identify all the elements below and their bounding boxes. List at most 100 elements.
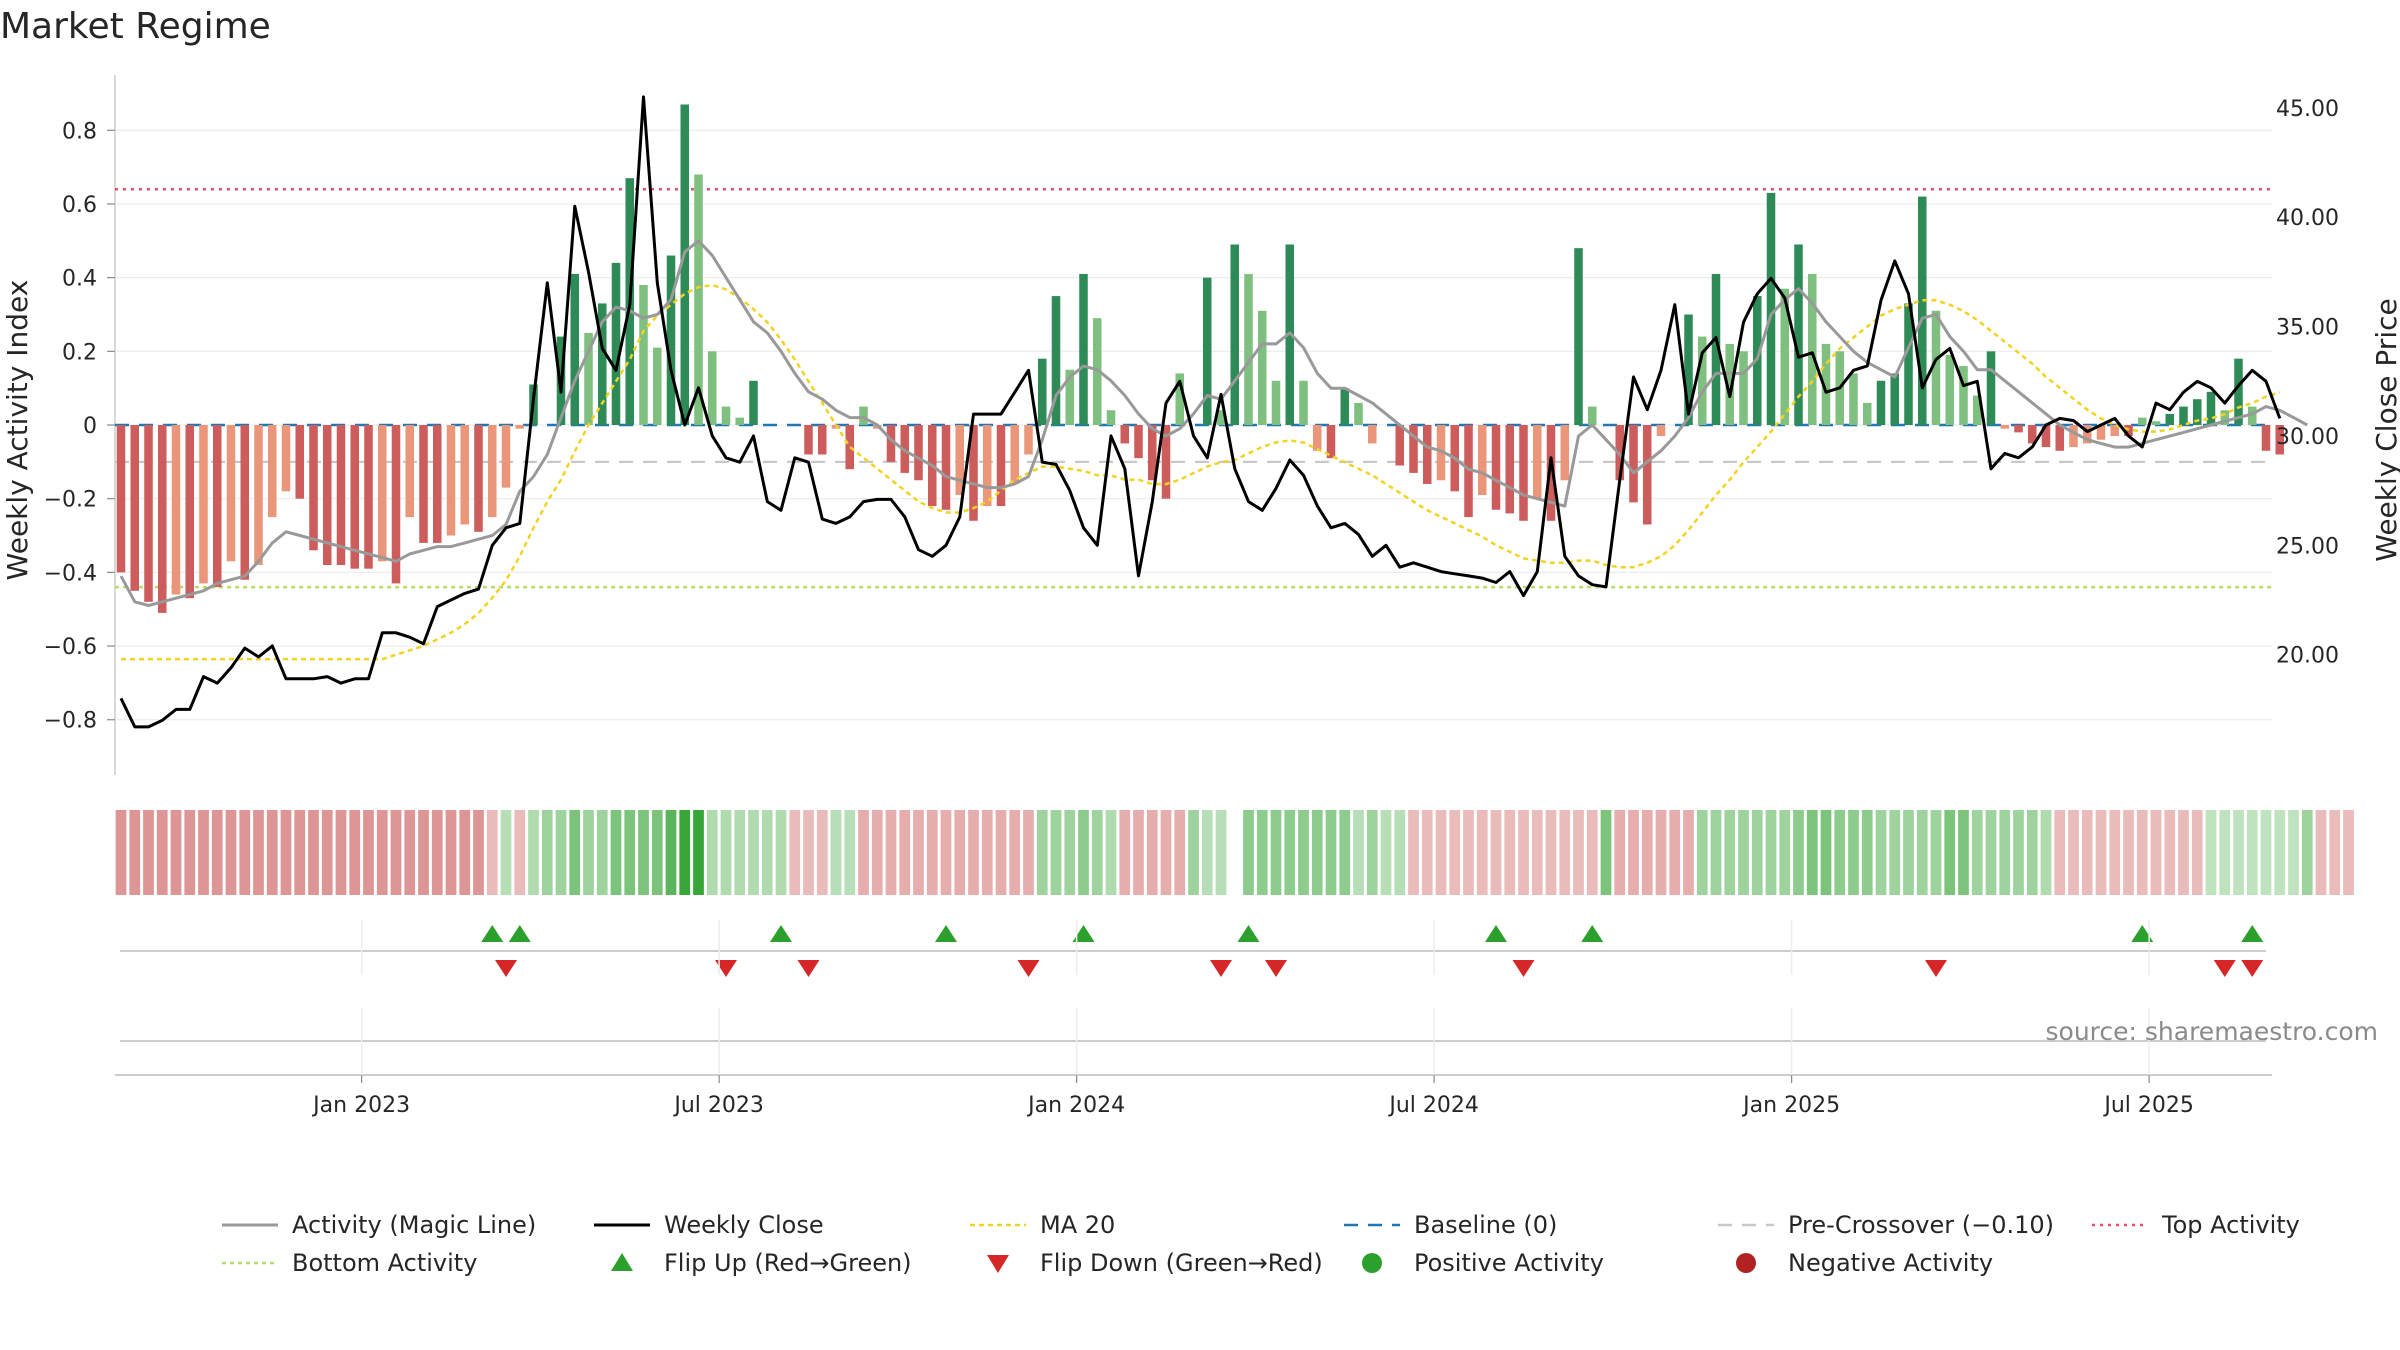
regime-strip-cell: [2164, 810, 2176, 895]
activity-bar: [1945, 355, 1955, 425]
regime-strip-cell: [1683, 810, 1694, 895]
regime-strip-cell: [2013, 810, 2024, 895]
regime-strip-cell: [1174, 810, 1186, 895]
activity-bar: [1972, 395, 1982, 425]
legend-label: Bottom Activity: [292, 1249, 477, 1277]
flip-down-marker: [797, 960, 820, 977]
activity-bar: [254, 425, 263, 565]
legend-label: Baseline (0): [1414, 1211, 1557, 1239]
regime-strip-cell: [1573, 810, 1584, 895]
regime-strip-cell: [583, 810, 594, 895]
regime-strip-cell: [500, 810, 512, 895]
regime-strip-cell: [1985, 810, 1997, 895]
regime-strip-cell: [789, 810, 801, 895]
activity-bar: [1175, 373, 1185, 425]
regime-strip-cell: [376, 810, 388, 895]
activity-bar: [2179, 406, 2188, 425]
flip-down-marker: [1925, 960, 1947, 977]
activity-bar: [2220, 410, 2230, 425]
activity-bar: [845, 425, 855, 470]
left-tick-label: −0.2: [44, 488, 97, 513]
activity-bar: [694, 174, 703, 425]
flip-up-marker: [1485, 925, 1507, 942]
regime-strip-cell: [445, 810, 457, 895]
regime-strip-cell: [1834, 810, 1846, 895]
regime-strip-cell: [2123, 810, 2134, 895]
flip-down-marker: [2241, 960, 2264, 977]
regime-strip-cell: [1243, 810, 1254, 895]
regime-strip-cell: [2068, 810, 2079, 895]
regime-strip-cell: [2040, 810, 2052, 895]
right-tick-label: 35.00: [2276, 316, 2339, 341]
regime-strip-cell: [2301, 810, 2313, 895]
activity-bar: [2096, 425, 2106, 440]
regime-strip-cell: [2136, 810, 2148, 895]
regime-strip-cell: [1944, 810, 1956, 895]
regime-strip-cell: [1600, 810, 1612, 895]
regime-strip-cell: [156, 810, 168, 895]
x-tick-label: Jul 2025: [2102, 1093, 2194, 1118]
activity-bar: [982, 425, 992, 507]
activity-bar: [2055, 425, 2065, 451]
chart-title: Market Regime: [0, 6, 271, 47]
activity-bar: [1299, 380, 1308, 425]
activity-bar: [611, 262, 621, 425]
right-tick-label: 25.00: [2276, 534, 2339, 559]
activity-bar: [2000, 425, 2010, 429]
regime-strip-cell: [363, 810, 374, 895]
regime-strip-cell: [1930, 810, 1942, 895]
regime-strip-cell: [968, 810, 979, 895]
regime-strip-cell: [610, 810, 622, 895]
x-tick-label: Jul 2024: [1387, 1093, 1479, 1118]
regime-strip-cell: [1518, 810, 1529, 895]
activity-bar: [1725, 343, 1735, 425]
regime-strip-cell: [706, 810, 718, 895]
legend-label: Top Activity: [2161, 1211, 2300, 1239]
left-tick-label: −0.4: [44, 561, 97, 586]
activity-bar: [116, 425, 126, 573]
regime-strip-cell: [528, 810, 539, 895]
activity-bar: [1010, 425, 1020, 484]
activity-bar: [405, 425, 415, 518]
activity-bar: [460, 425, 470, 525]
regime-strip-cell: [885, 810, 897, 895]
activity-bar: [1904, 303, 1913, 425]
regime-strip-cell: [720, 810, 732, 895]
flip-up-marker: [508, 925, 531, 942]
regime-strip-cell: [913, 810, 924, 895]
activity-bar: [309, 425, 318, 551]
activity-bar: [886, 425, 896, 462]
regime-strip-cell: [2081, 810, 2093, 895]
activity-bar: [1532, 425, 1542, 499]
activity-bar: [501, 425, 511, 488]
activity-bar: [1312, 425, 1322, 451]
regime-strip-cell: [308, 810, 319, 895]
activity-bar: [336, 425, 346, 565]
regime-strip-cell: [184, 810, 196, 895]
regime-strip-cell: [198, 810, 209, 895]
regime-strip-cell: [2315, 810, 2327, 895]
flip-up-marker: [481, 925, 504, 942]
regime-strip-cell: [390, 810, 402, 895]
regime-strip-cell: [115, 810, 127, 895]
regime-strip-cell: [1531, 810, 1543, 895]
activity-bar: [1395, 425, 1405, 466]
regime-strip-cell: [1339, 810, 1351, 895]
regime-strip-cell: [693, 810, 704, 895]
regime-strip-cell: [211, 810, 223, 895]
activity-bar: [1051, 296, 1061, 425]
activity-bar: [281, 425, 291, 492]
flip-down-marker: [715, 960, 737, 977]
regime-strip-cell: [1394, 810, 1406, 895]
regime-strip-cell: [1256, 810, 1268, 895]
activity-bar: [1436, 425, 1446, 481]
flip-down-marker: [1017, 960, 1040, 977]
regime-strip-cell: [1889, 810, 1901, 895]
activity-bar: [515, 425, 525, 429]
regime-strip-cell: [1669, 810, 1681, 895]
right-y-axis: 45.00 40.00 35.00 30.00 25.00 20.00: [2276, 97, 2339, 669]
flip-up-marker: [1072, 925, 1095, 942]
activity-bar: [1711, 273, 1721, 425]
regime-strip-cell: [1779, 810, 1791, 895]
regime-strip-cell: [899, 810, 911, 895]
